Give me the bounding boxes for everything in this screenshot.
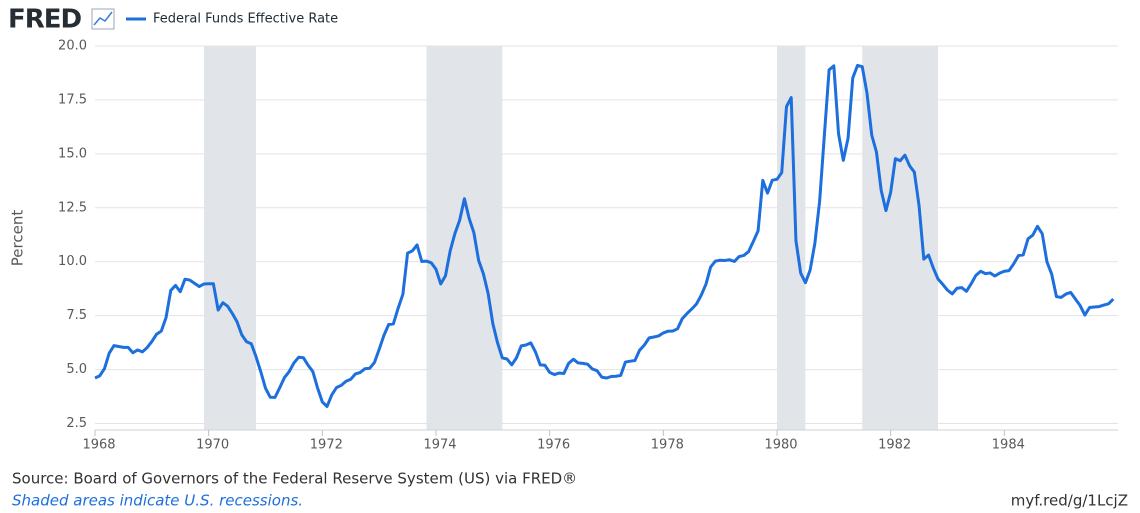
x-tick-label: 1968 [82,438,115,453]
x-tick-label: 1982 [878,438,911,453]
logo: FRED [8,5,82,35]
y-tick-label: 20.0 [58,39,87,54]
data-line [94,63,1115,408]
x-tick-label: 1978 [651,438,684,453]
x-tick-label: 1980 [764,438,797,453]
legend-label: Federal Funds Effective Rate [153,12,338,27]
y-tick-label: 17.5 [58,92,87,107]
plot-area [95,46,1118,430]
y-tick-label: 2.5 [66,416,87,431]
logo-icon [91,8,115,30]
y-tick-label: 5.0 [66,362,87,377]
y-tick-label: 12.5 [58,200,87,215]
recession-shade [203,46,257,430]
x-tick-label: 1976 [537,438,570,453]
recession-shade [426,46,503,430]
recession-shade [862,46,939,430]
source: Source: Board of Governors of the Federa… [12,470,577,488]
short-url: myf.red/g/1LcjZ [1011,492,1128,510]
x-tick-label: 1974 [423,438,456,453]
x-tick-label: 1984 [992,438,1025,453]
x-tick-label: 1970 [196,438,229,453]
note: Shaded areas indicate U.S. recessions. [12,492,303,510]
y-axis-label: Percent [9,210,27,267]
y-tick-label: 15.0 [58,146,87,161]
x-tick-label: 1972 [310,438,343,453]
y-tick-label: 7.5 [66,308,87,323]
y-tick-label: 10.0 [58,254,87,269]
